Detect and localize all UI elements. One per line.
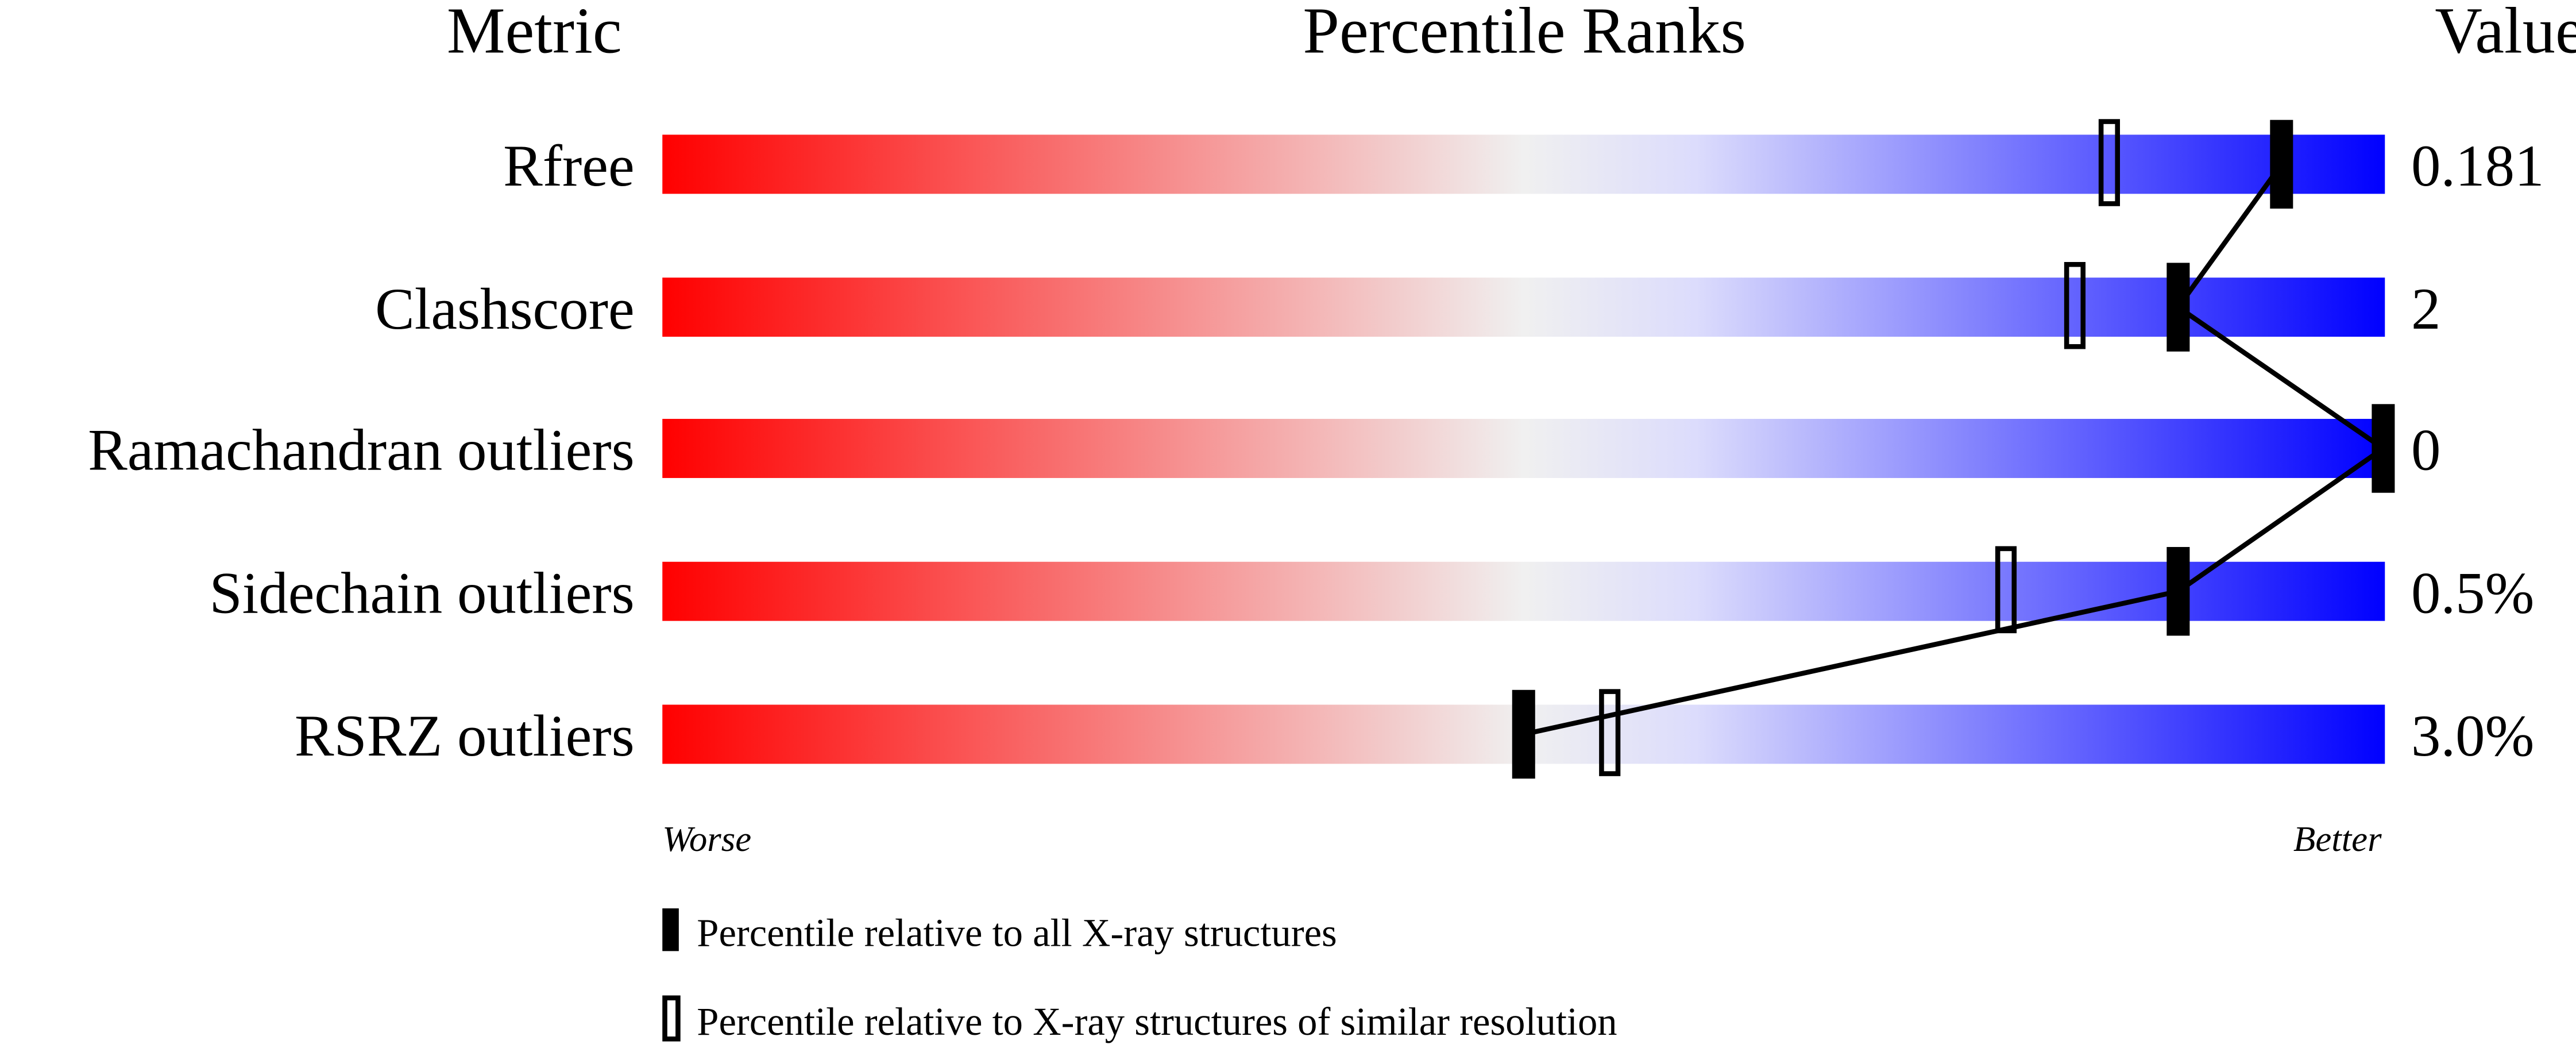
metric-value: 0: [2411, 418, 2440, 483]
marker-all-structures: [1512, 689, 1535, 779]
axis-label-better: Better: [2293, 819, 2382, 859]
metric-value: 0.5%: [2411, 560, 2534, 626]
header-percentile-ranks: Percentile Ranks: [1303, 0, 1746, 67]
legend-similar: Percentile relative to X-ray structures …: [697, 1000, 1617, 1043]
metric-value: 2: [2411, 276, 2440, 342]
marker-similar-resolution: [2098, 119, 2121, 206]
metric-label: Sidechain outliers: [209, 560, 634, 626]
legend-filled-marker-icon: [662, 908, 679, 951]
header-value: Value: [2435, 0, 2576, 67]
marker-all-structures: [2166, 547, 2190, 636]
metric-label: Clashscore: [375, 276, 635, 342]
axis-label-worse: Worse: [662, 819, 751, 859]
legend-open-marker-icon: [662, 995, 681, 1042]
marker-similar-resolution: [1599, 689, 1621, 776]
marker-all-structures: [2270, 120, 2293, 209]
marker-all-structures: [2166, 263, 2190, 352]
percentile-bar: [662, 561, 2385, 621]
metric-value: 0.181: [2411, 133, 2544, 199]
marker-similar-resolution: [1995, 546, 2017, 634]
marker-all-structures: [2372, 404, 2395, 493]
metric-value: 3.0%: [2411, 703, 2534, 769]
header-metric: Metric: [447, 0, 622, 67]
marker-similar-resolution: [2064, 261, 2086, 349]
percentile-bar: [662, 419, 2385, 478]
metric-label: Rfree: [503, 133, 635, 199]
legend-all: Percentile relative to all X-ray structu…: [697, 911, 1337, 955]
percentile-bar: [662, 278, 2385, 337]
metric-label: RSRZ outliers: [295, 703, 635, 769]
metric-label: Ramachandran outliers: [88, 418, 635, 483]
percentile-bar: [662, 134, 2385, 194]
